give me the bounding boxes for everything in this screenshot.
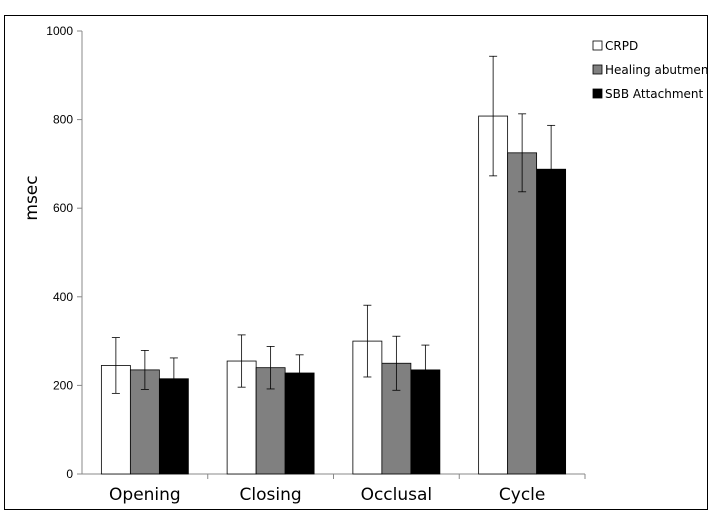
legend-swatch (592, 88, 603, 99)
x-category-label: Occlusal (361, 485, 433, 505)
bars (100, 115, 567, 475)
y-tick-label: 800 (53, 113, 73, 127)
x-category-label: Opening (109, 485, 181, 505)
y-tick-label: 400 (53, 290, 73, 304)
y-tick-label: 600 (53, 201, 73, 215)
legend-label: CRPD (605, 39, 638, 53)
bar-cycle-sbb-attachment (536, 168, 567, 475)
legend-label: Healing abutment (605, 63, 708, 77)
y-tick-label: 200 (53, 378, 73, 392)
error-bars (111, 55, 556, 400)
legend-swatch (592, 64, 603, 75)
legend-swatch (592, 40, 603, 51)
x-category-label: Closing (240, 485, 302, 505)
legend-label: SBB Attachment (605, 87, 704, 101)
y-axis-title: msec (22, 175, 42, 220)
bar-cycle-healing-abutment (507, 152, 538, 475)
legend: CRPD Healing abutment SBB Attachment (592, 39, 708, 101)
x-category-label: Cycle (499, 485, 545, 505)
y-tick-label: 1000 (46, 24, 73, 38)
y-tick-label: 0 (66, 467, 73, 481)
tick-labels: 0 200 400 600 800 1000 Opening Closing Occlusal C… (46, 24, 545, 505)
